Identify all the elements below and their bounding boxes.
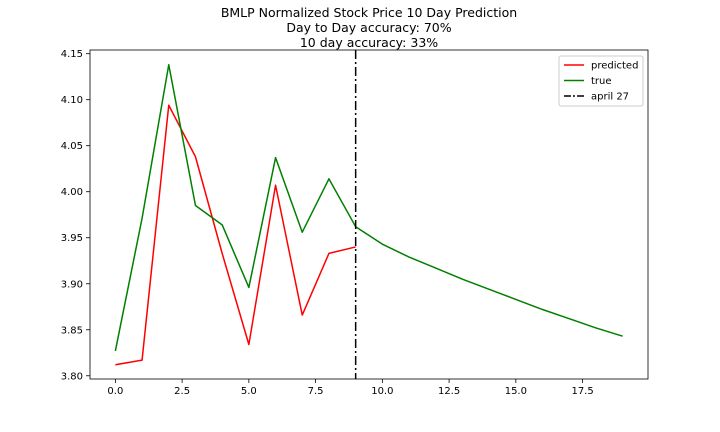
axes-frame [89,49,649,380]
axes: 0.0 2.5 5.0 7.5 10.0 12.5 15.0 17.5 3.80 3.85 3.90… [61,49,649,397]
y-tick-label-0: 3.80 [61,371,83,382]
series-line-true [114,63,623,352]
x-tick-label-1: 2.5 [174,386,190,397]
y-tick-label-6: 4.10 [61,95,83,106]
y-tick-label-4: 4.00 [61,187,83,198]
legend-box [558,55,644,107]
legend-label-0: predicted [591,61,638,72]
series-line-predicted [115,104,356,366]
chart-title: BMLP Normalized Stock Price 10 Day Predi… [221,5,517,50]
x-tick-label-6: 15.0 [505,386,527,397]
x-tick-label-5: 12.5 [438,386,460,397]
plot-area [114,50,623,379]
y-tick-label-1: 3.85 [61,325,83,336]
y-tick-label-7: 4.15 [61,49,83,60]
x-tick-label-4: 10.0 [371,386,393,397]
y-tick-label-5: 4.05 [61,141,83,152]
legend-label-2: april 27 [591,92,629,103]
chart-title-line-1: Day to Day accuracy: 70% [286,20,451,35]
y-tick-label-2: 3.90 [61,279,83,290]
legend: predicted true april 27 [558,55,644,107]
x-tick-label-7: 17.5 [571,386,593,397]
legend-label-1: true [591,76,612,87]
chart-title-line-0: BMLP Normalized Stock Price 10 Day Predi… [221,5,517,20]
x-tick-label-0: 0.0 [107,386,123,397]
plot-series-layer [114,50,623,379]
x-tick-label-3: 7.5 [308,386,324,397]
chart-title-line-2: 10 day accuracy: 33% [300,35,438,50]
y-tick-label-3: 3.95 [61,233,83,244]
x-tick-label-2: 5.0 [241,386,257,397]
